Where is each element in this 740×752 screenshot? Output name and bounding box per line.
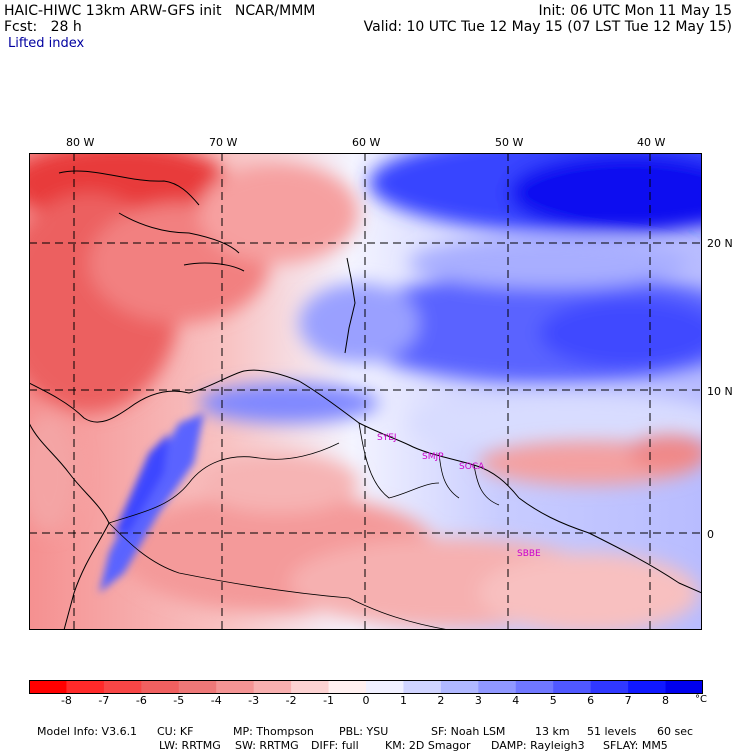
footer-lw: LW: RRTMG <box>159 739 221 752</box>
lon-label-40w: 40 W <box>637 136 666 149</box>
colorbar-tick-label: -8 <box>60 694 72 707</box>
colorbar-tick-label: 7 <box>624 694 632 707</box>
footer-pbl: PBL: YSU <box>339 725 389 738</box>
colorbar-tick-label: 6 <box>587 694 595 707</box>
colorbar-tick-label: -5 <box>173 694 185 707</box>
colorbar-cell <box>478 680 517 694</box>
fcst-value: 28 h <box>50 19 82 35</box>
footer-km: KM: 2D Smagor <box>385 739 471 752</box>
lat-label-20n: 20 N <box>707 237 733 250</box>
lifted-index-map: SYEJ SMJP SOCA SBBE <box>29 153 702 630</box>
colorbar-cell <box>665 680 703 694</box>
lon-label-50w: 50 W <box>495 136 524 149</box>
station-sbbe: SBBE <box>517 549 541 559</box>
footer-sw: SW: RRTMG <box>235 739 299 752</box>
lat-lon-grid <box>29 153 702 630</box>
lat-label-10n: 10 N <box>707 385 733 398</box>
model-info-line1: Model Info: V3.6.1 CU: KF MP: Thompson PBL:… <box>30 712 693 738</box>
field-name: Lifted index <box>8 36 85 51</box>
colorbar-cell <box>440 680 479 694</box>
colorbar-cell <box>178 680 217 694</box>
coastlines <box>29 170 702 630</box>
colorbar-cell <box>29 680 67 694</box>
fcst-label: Fcst: <box>4 19 38 35</box>
colorbar-tick-label: 4 <box>512 694 520 707</box>
station-smjp: SMJP <box>422 452 444 462</box>
colorbar-frame <box>29 680 703 694</box>
model-title: HAIC-HIWC 13km ARW-GFS init NCAR/MMM <box>4 3 315 19</box>
colorbar-cell <box>291 680 330 694</box>
colorbar-tick-label: 5 <box>549 694 557 707</box>
colorbar-cell <box>103 680 142 694</box>
footer-sflay: SFLAY: MM5 <box>603 739 668 752</box>
country-borders <box>108 422 500 630</box>
footer-diff: DIFF: full <box>311 739 359 752</box>
colorbar-cell <box>253 680 292 694</box>
andes-stable-band <box>99 413 204 593</box>
lon-label-60w: 60 W <box>352 136 381 149</box>
station-labels: SYEJ SMJP SOCA SBBE <box>377 433 541 559</box>
valid-time: Valid: 10 UTC Tue 12 May 15 (07 LST Tue … <box>363 19 732 35</box>
colorbar-cell <box>590 680 629 694</box>
station-soca: SOCA <box>459 462 485 472</box>
colorbar-cell <box>403 680 442 694</box>
colorbar-tick-label: 0 <box>362 694 370 707</box>
unstable-airmass-caribbean <box>29 153 359 533</box>
station-syej: SYEJ <box>377 433 397 443</box>
footer-levels: 51 levels <box>587 725 637 738</box>
colorbar-tick-label: -7 <box>98 694 110 707</box>
footer-mp: MP: Thompson <box>233 725 314 738</box>
org-text: NCAR/MMM <box>234 3 316 19</box>
map-frame <box>29 153 702 630</box>
model-title-text: HAIC-HIWC 13km ARW-GFS init <box>4 3 222 19</box>
footer-resolution: 13 km <box>535 725 570 738</box>
footer-sf: SF: Noah LSM <box>431 725 506 738</box>
footer-model-version: Model Info: V3.6.1 <box>37 725 138 738</box>
footer-timestep: 60 sec <box>657 725 694 738</box>
colorbar-tick-label: 8 <box>662 694 670 707</box>
init-time: Init: 06 UTC Mon 11 May 15 <box>538 3 732 19</box>
colorbar-tick-label: -1 <box>323 694 335 707</box>
colorbar-tick-label: -4 <box>210 694 222 707</box>
forecast-hour: Fcst: 28 h <box>4 19 82 35</box>
colorbar-cell <box>515 680 554 694</box>
model-info-line2: LW: RRTMG SW: RRTMG DIFF: full KM: 2D Smago… <box>152 726 668 752</box>
colorbar-tick-label: -6 <box>135 694 147 707</box>
colorbar-tick-label: -2 <box>285 694 297 707</box>
colorbar-unit: °C <box>695 694 707 705</box>
colorbar-tick-label: 3 <box>474 694 482 707</box>
colorbar-cell <box>141 680 180 694</box>
footer-cu: CU: KF <box>157 725 194 738</box>
lon-label-80w: 80 W <box>66 136 95 149</box>
colorbar-cell <box>628 680 667 694</box>
lon-label-70w: 70 W <box>209 136 238 149</box>
colorbar-cell <box>553 680 592 694</box>
unstable-airmass-amazon <box>119 435 702 630</box>
stable-airmass-north <box>199 153 702 453</box>
footer-damp: DAMP: Rayleigh3 <box>491 739 585 752</box>
colorbar-tick-label: 2 <box>437 694 445 707</box>
colorbar-cell <box>328 680 367 694</box>
colorbar-cell <box>366 680 404 694</box>
colorbar-cell <box>66 680 105 694</box>
colorbar-cell <box>216 680 255 694</box>
colorbar-tick-label: 1 <box>399 694 407 707</box>
colorbar <box>29 680 703 694</box>
lat-label-0: 0 <box>707 528 714 541</box>
colorbar-tick-label: -3 <box>248 694 260 707</box>
